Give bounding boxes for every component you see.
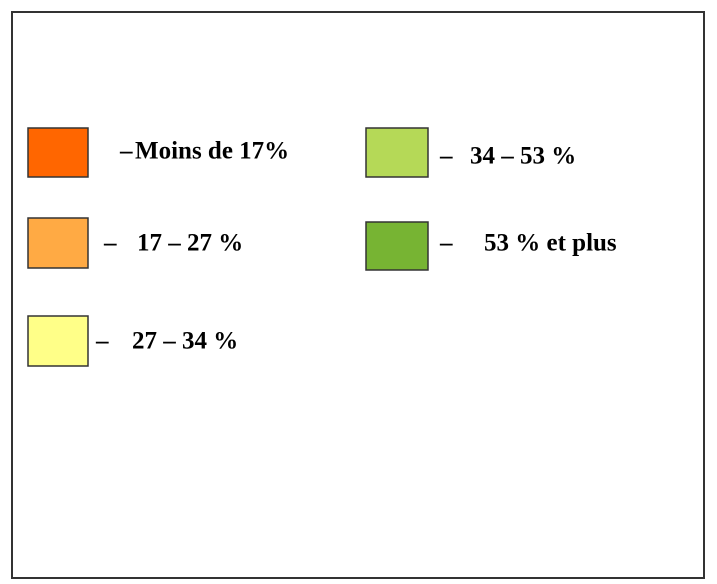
legend-dash: –	[439, 230, 453, 257]
legend-label: 53 % et plus	[484, 230, 617, 257]
legend-swatch	[27, 127, 89, 178]
legend-swatch	[365, 127, 429, 178]
legend-dash: –	[103, 230, 117, 257]
legend-label: Moins de 17%	[135, 138, 289, 165]
legend-dash: –	[439, 143, 453, 170]
legend-dash: –	[95, 328, 109, 355]
legend-label: 17 – 27 %	[137, 230, 243, 257]
legend-swatch	[365, 221, 429, 271]
legend-frame	[11, 11, 705, 579]
legend-dash: –	[119, 138, 133, 165]
legend-label: 27 – 34 %	[132, 328, 238, 355]
legend-swatch	[27, 315, 89, 367]
legend-swatch	[27, 217, 89, 269]
legend-label: 34 – 53 %	[470, 143, 576, 170]
